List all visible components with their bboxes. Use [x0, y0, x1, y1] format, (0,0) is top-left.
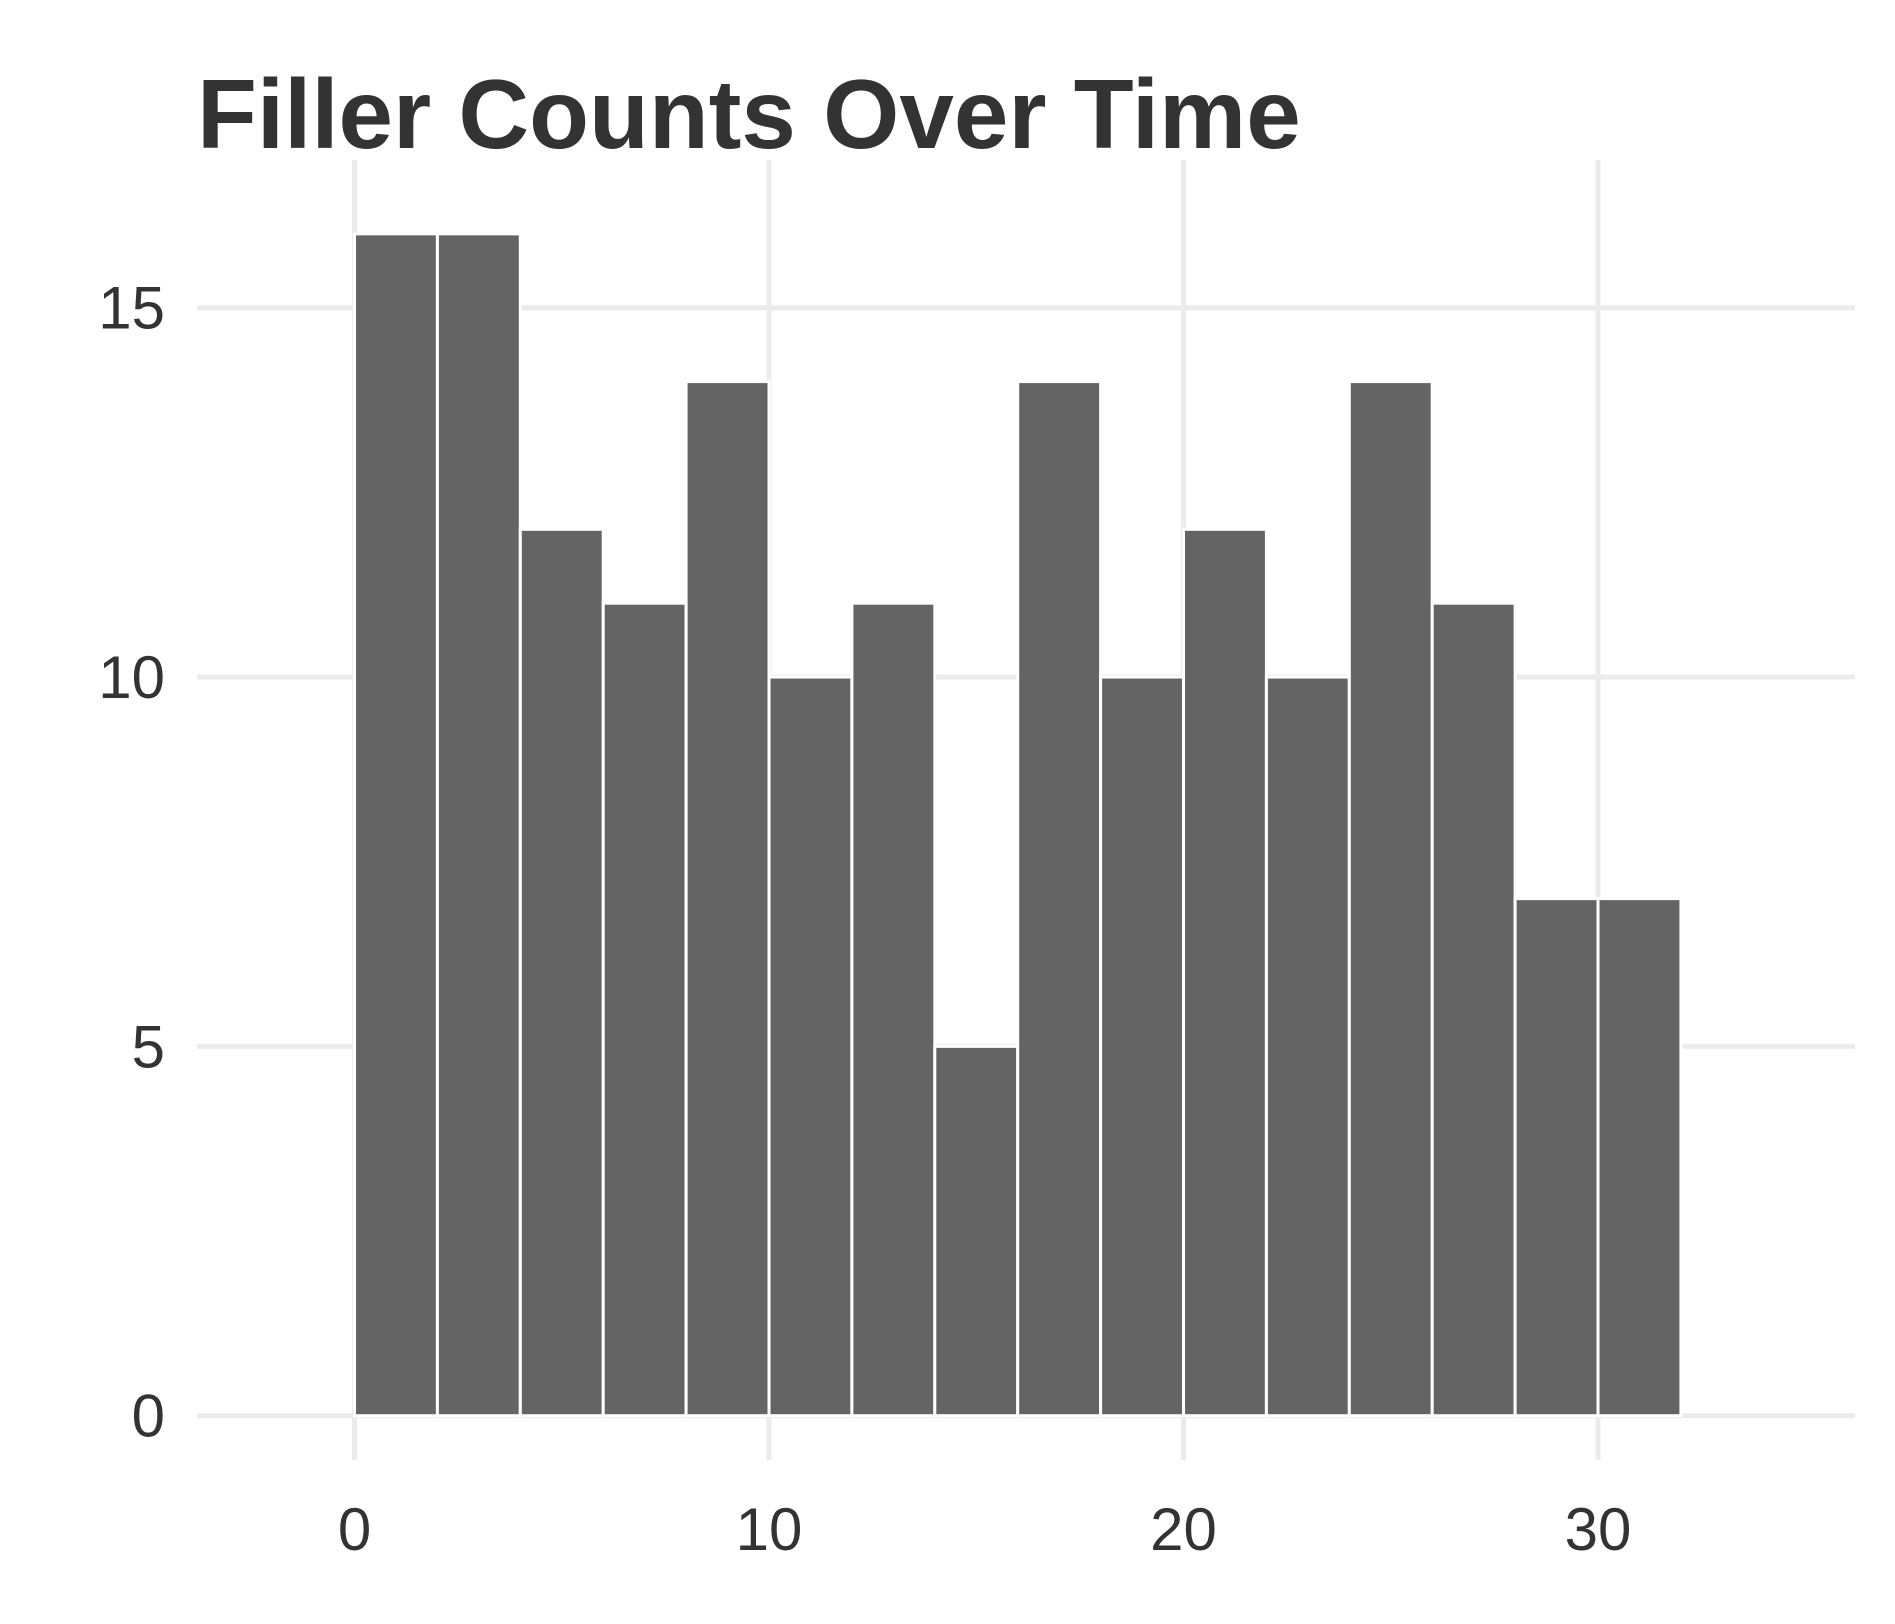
bar-15	[1596, 897, 1683, 1418]
bar-11	[1264, 675, 1351, 1418]
bars	[353, 232, 1683, 1418]
bar-2	[518, 527, 605, 1418]
x-axis-tick-labels: 0 10 20 30	[338, 1496, 1632, 1563]
y-tick-label-5: 5	[132, 1013, 165, 1080]
bar-4	[684, 380, 771, 1418]
bar-7	[933, 1044, 1020, 1418]
chart-title: Filler Counts Over Time	[197, 59, 1301, 169]
y-axis-tick-labels: 0 5 10 15	[98, 275, 165, 1450]
x-tick-label-0: 0	[338, 1496, 371, 1563]
bar-6	[850, 601, 937, 1418]
bar-3	[601, 601, 688, 1418]
bar-0	[353, 232, 439, 1418]
bar-14	[1513, 897, 1600, 1418]
bar-9	[1099, 675, 1186, 1418]
bar-8	[1016, 380, 1103, 1418]
bar-13	[1430, 601, 1517, 1418]
y-tick-label-15: 15	[98, 275, 165, 342]
bar-10	[1182, 527, 1268, 1418]
bar-12	[1347, 380, 1434, 1418]
bar-1	[435, 232, 522, 1418]
x-tick-label-30: 30	[1565, 1496, 1632, 1563]
x-tick-label-10: 10	[736, 1496, 803, 1563]
y-tick-label-0: 0	[132, 1383, 165, 1450]
bar-5	[767, 675, 854, 1418]
y-tick-label-10: 10	[98, 644, 165, 711]
x-tick-label-20: 20	[1150, 1496, 1217, 1563]
